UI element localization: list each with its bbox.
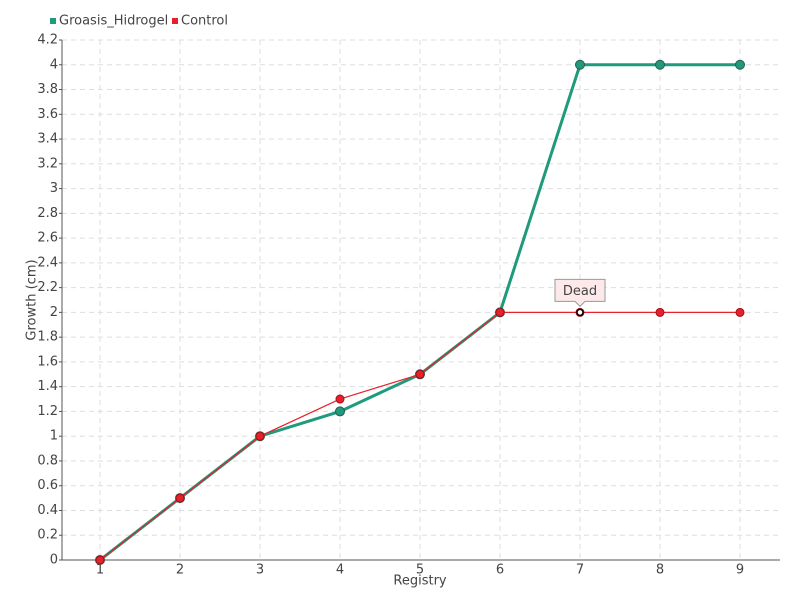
point (415, 369, 425, 379)
annotation-marker (576, 308, 584, 317)
y-tick-label: 4 (50, 57, 58, 72)
legend-swatch (172, 18, 178, 24)
annotation-box (554, 278, 606, 308)
point (735, 307, 745, 317)
y-tick-label: 0.2 (37, 528, 58, 543)
point (175, 493, 185, 503)
x-tick-label: 9 (736, 563, 744, 578)
y-tick-label: 1.8 (37, 330, 58, 345)
point (95, 555, 105, 565)
x-tick-label: 2 (176, 563, 184, 578)
y-tick-label: 2.8 (37, 206, 58, 221)
y-tick-label: 2.2 (37, 280, 58, 295)
point (335, 406, 345, 417)
x-axis-label: Registry (393, 574, 447, 589)
y-tick-label: 2.6 (37, 231, 58, 246)
y-tick-label: 3.8 (37, 82, 58, 97)
y-tick-label: 3 (50, 181, 58, 196)
point (255, 431, 265, 441)
y-tick-label: 3.2 (37, 156, 58, 171)
y-tick-label: 2.4 (37, 255, 58, 270)
y-tick-label: 1.6 (37, 354, 58, 369)
y-tick-label: 1.4 (37, 379, 58, 394)
x-tick-label: 8 (656, 563, 664, 578)
y-tick-label: 1 (50, 429, 58, 444)
legend-label: Control (181, 14, 228, 29)
point (335, 394, 345, 404)
y-tick-label: 0.4 (37, 503, 58, 518)
y-axis-label: Growth (cm) (25, 259, 40, 340)
y-tick-label: 3.4 (37, 132, 58, 147)
point (575, 59, 585, 70)
x-tick-label: 6 (496, 563, 504, 578)
point (655, 307, 665, 317)
legend-label: Groasis_Hidrogel (59, 14, 168, 29)
point (735, 59, 745, 70)
y-tick-label: 0 (50, 553, 58, 568)
y-tick-label: 3.6 (37, 107, 58, 122)
grid (62, 39, 780, 561)
legend-swatch (50, 18, 56, 24)
y-tick-label: 2 (50, 305, 58, 320)
x-tick-label: 4 (336, 563, 344, 578)
point (655, 59, 665, 70)
y-tick-label: 1.2 (37, 404, 58, 419)
y-tick-label: 4.2 (37, 33, 58, 48)
point (495, 307, 505, 317)
x-tick-label: 3 (256, 563, 264, 578)
x-tick-label: 5 (416, 563, 424, 578)
y-tick-label: 0.8 (37, 453, 58, 468)
x-tick-label: 7 (576, 563, 584, 578)
y-tick-label: 0.6 (37, 478, 58, 493)
annotation-text: Dead (563, 284, 597, 299)
x-tick-label: 1 (96, 563, 104, 578)
